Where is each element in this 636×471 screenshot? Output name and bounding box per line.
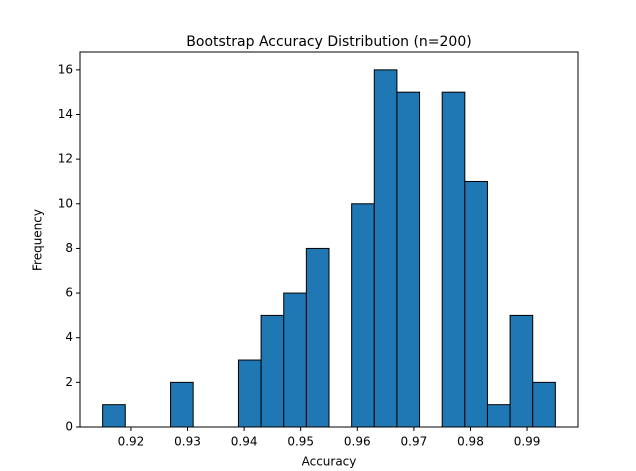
- bar: [351, 203, 375, 428]
- y-tick-label: 10: [58, 196, 73, 210]
- y-tick-label: 12: [58, 152, 73, 166]
- x-tick-label: 0.96: [344, 435, 371, 449]
- bar: [170, 381, 194, 428]
- plot-frame: [79, 51, 579, 428]
- chart-title: Bootstrap Accuracy Distribution (n=200): [186, 34, 471, 50]
- y-axis-label: Frequency: [31, 209, 45, 271]
- bar: [532, 381, 556, 428]
- y-tick-label: 6: [65, 286, 73, 300]
- x-axis-label: Accuracy: [302, 455, 357, 469]
- bar: [260, 314, 285, 428]
- bar: [305, 247, 330, 428]
- x-tick-label: 0.98: [457, 435, 484, 449]
- bar: [441, 91, 466, 428]
- bar: [102, 404, 126, 428]
- bar: [396, 91, 421, 428]
- y-tick-label: 8: [65, 241, 73, 255]
- bar: [283, 292, 307, 428]
- y-tick-label: 0: [65, 420, 73, 434]
- y-tick-label: 14: [58, 107, 73, 121]
- x-tick-label: 0.93: [174, 435, 201, 449]
- x-tick-label: 0.92: [118, 435, 145, 449]
- bar: [464, 180, 488, 428]
- bar: [486, 404, 511, 428]
- x-tick-label: 0.94: [231, 435, 258, 449]
- x-tick-label: 0.99: [514, 435, 541, 449]
- bar: [373, 69, 398, 428]
- y-tick-label: 4: [65, 330, 73, 344]
- y-tick-label: 16: [58, 62, 73, 76]
- x-tick-label: 0.95: [287, 435, 314, 449]
- y-tick-label: 2: [65, 375, 73, 389]
- bar: [509, 314, 534, 428]
- bar: [237, 359, 262, 428]
- x-tick-label: 0.97: [401, 435, 428, 449]
